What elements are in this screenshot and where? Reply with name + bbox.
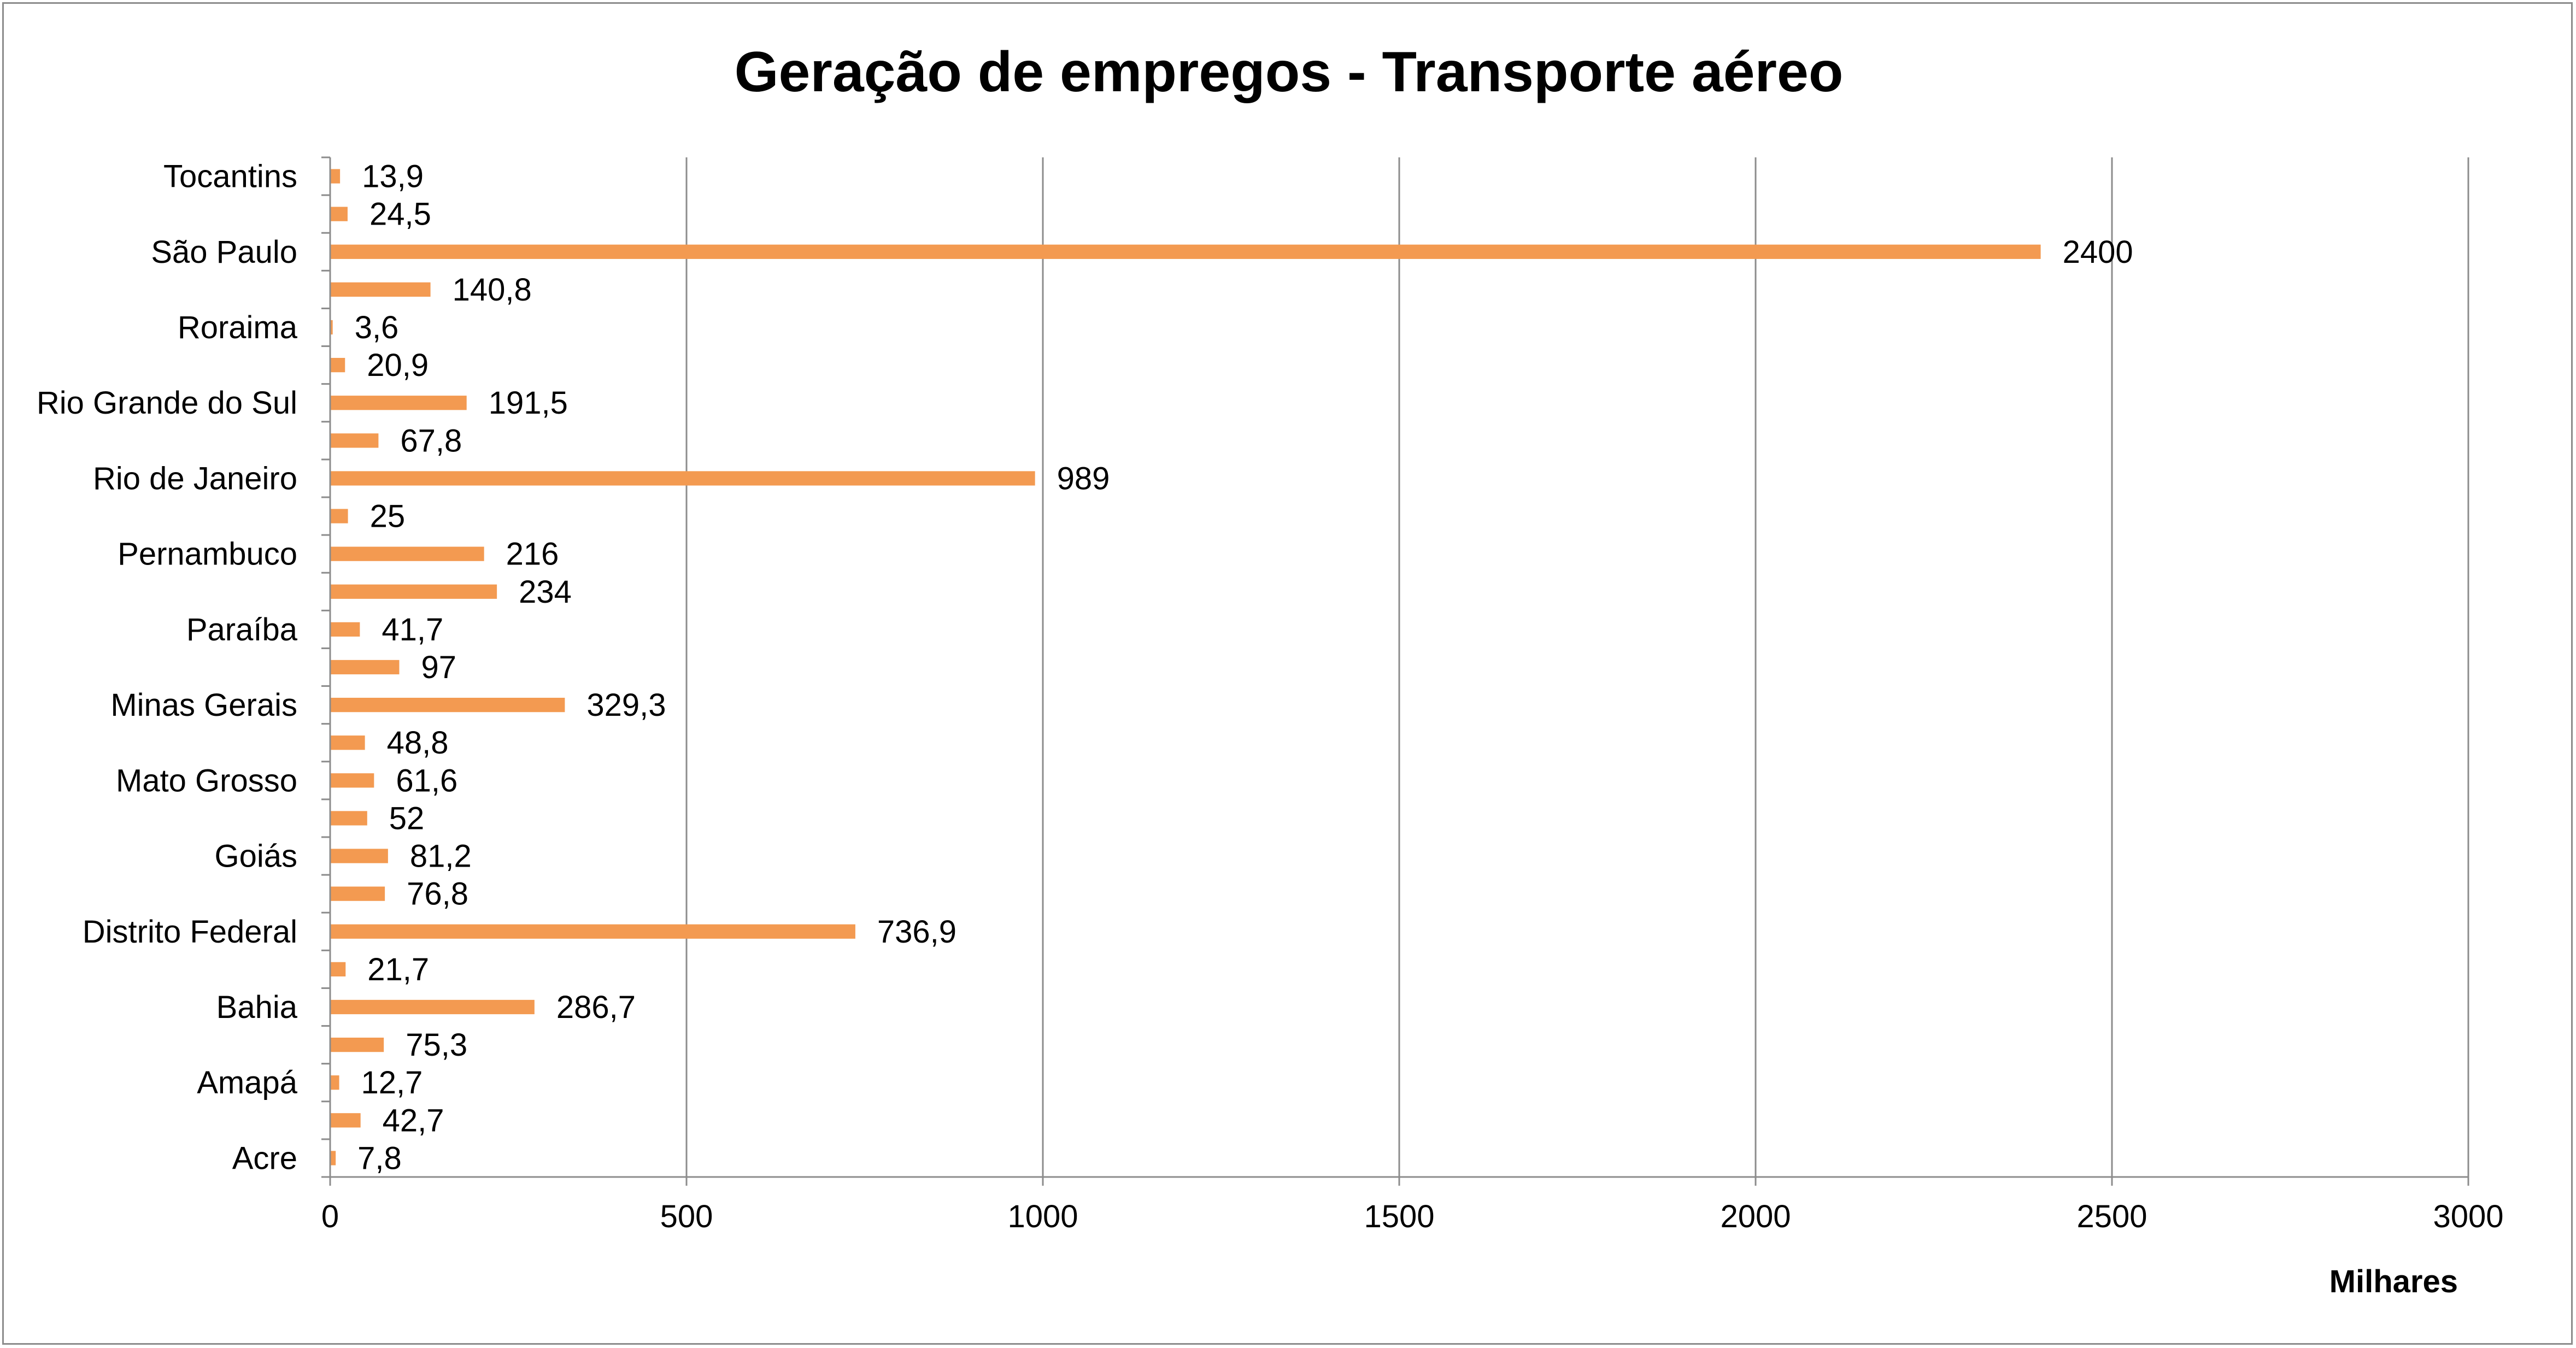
data-label: 7,8 xyxy=(357,1140,402,1176)
bar xyxy=(330,1037,384,1052)
bar xyxy=(330,1151,336,1165)
bar xyxy=(330,849,388,863)
data-labels: 7,842,712,775,3286,721,7736,976,881,2526… xyxy=(355,159,2133,1176)
x-tick-label: 0 xyxy=(321,1199,339,1234)
data-label: 97 xyxy=(421,650,456,685)
data-label: 140,8 xyxy=(453,272,532,308)
x-tick-label: 1500 xyxy=(1364,1199,1434,1234)
data-label: 3,6 xyxy=(355,310,399,345)
data-label: 21,7 xyxy=(367,952,429,987)
bar xyxy=(330,433,379,448)
x-tick-label: 2500 xyxy=(2076,1199,2147,1234)
bar xyxy=(330,622,360,637)
category-label: Roraima xyxy=(178,310,298,345)
data-label: 329,3 xyxy=(586,687,666,723)
bar xyxy=(330,735,365,750)
category-label: Goiás xyxy=(214,839,297,874)
x-tick-label: 3000 xyxy=(2433,1199,2503,1234)
data-label: 42,7 xyxy=(383,1103,444,1138)
category-labels: Acre Amapá Bahia Distrito Federal Goiás Mato … xyxy=(37,159,298,1176)
data-label: 286,7 xyxy=(556,990,636,1025)
bar xyxy=(330,509,348,523)
category-label: Paraíba xyxy=(186,612,298,647)
bar xyxy=(330,811,367,826)
data-label: 48,8 xyxy=(387,725,449,761)
x-axis-title: Milhares xyxy=(2329,1264,2458,1299)
data-label: 25 xyxy=(370,499,406,534)
category-label: São Paulo xyxy=(151,234,297,270)
bar xyxy=(330,244,2041,259)
data-label: 216 xyxy=(506,537,559,572)
x-tick-label: 1000 xyxy=(1007,1199,1078,1234)
bar xyxy=(330,282,431,297)
category-label: Mato Grosso xyxy=(116,763,297,798)
x-tick-label: 2000 xyxy=(1720,1199,1791,1234)
category-label: Rio de Janeiro xyxy=(93,461,297,496)
bar xyxy=(330,471,1035,486)
data-label: 2400 xyxy=(2063,234,2133,270)
bar xyxy=(330,357,345,373)
bar xyxy=(330,1113,361,1128)
chart-title: Geração de empregos - Transporte aéreo xyxy=(735,40,1844,104)
bars xyxy=(330,169,2041,1165)
gridlines xyxy=(685,157,2469,1177)
axes: 0 500 1000 1500 2000 2500 3000 xyxy=(321,156,2504,1234)
bar xyxy=(330,207,348,221)
bar xyxy=(330,584,497,599)
category-label: Bahia xyxy=(216,990,298,1025)
data-label: 234 xyxy=(519,574,572,610)
bar xyxy=(330,773,374,788)
bar xyxy=(330,320,333,335)
x-tick-label: 500 xyxy=(660,1199,713,1234)
category-label: Rio Grande do Sul xyxy=(37,385,297,421)
bar xyxy=(330,396,467,410)
data-label: 67,8 xyxy=(400,423,462,458)
category-label: Minas Gerais xyxy=(110,687,297,723)
bar xyxy=(330,962,346,977)
category-label: Pernambuco xyxy=(118,537,297,572)
data-label: 81,2 xyxy=(410,839,472,874)
data-label: 736,9 xyxy=(877,914,957,950)
category-label: Distrito Federal xyxy=(83,914,297,950)
bar xyxy=(330,660,400,675)
bar xyxy=(330,1075,339,1090)
data-label: 12,7 xyxy=(361,1065,423,1100)
bar xyxy=(330,697,565,713)
data-label: 13,9 xyxy=(362,159,424,195)
bar xyxy=(330,886,385,901)
data-label: 20,9 xyxy=(367,348,429,383)
data-label: 24,5 xyxy=(369,197,431,232)
data-label: 76,8 xyxy=(407,876,468,912)
data-label: 41,7 xyxy=(382,612,443,647)
data-label: 989 xyxy=(1057,461,1110,496)
data-label: 61,6 xyxy=(396,763,457,798)
bar xyxy=(330,924,855,939)
category-label: Acre xyxy=(232,1140,297,1176)
category-label: Amapá xyxy=(197,1065,298,1100)
data-label: 52 xyxy=(389,800,425,836)
bar xyxy=(330,169,341,184)
bar xyxy=(330,546,484,561)
category-label: Tocantins xyxy=(163,159,297,195)
bar-chart: Geração de empregos - Transporte aéreo 7… xyxy=(37,40,2504,1299)
data-label: 191,5 xyxy=(489,385,568,421)
bar xyxy=(330,999,535,1015)
data-label: 75,3 xyxy=(406,1027,467,1063)
